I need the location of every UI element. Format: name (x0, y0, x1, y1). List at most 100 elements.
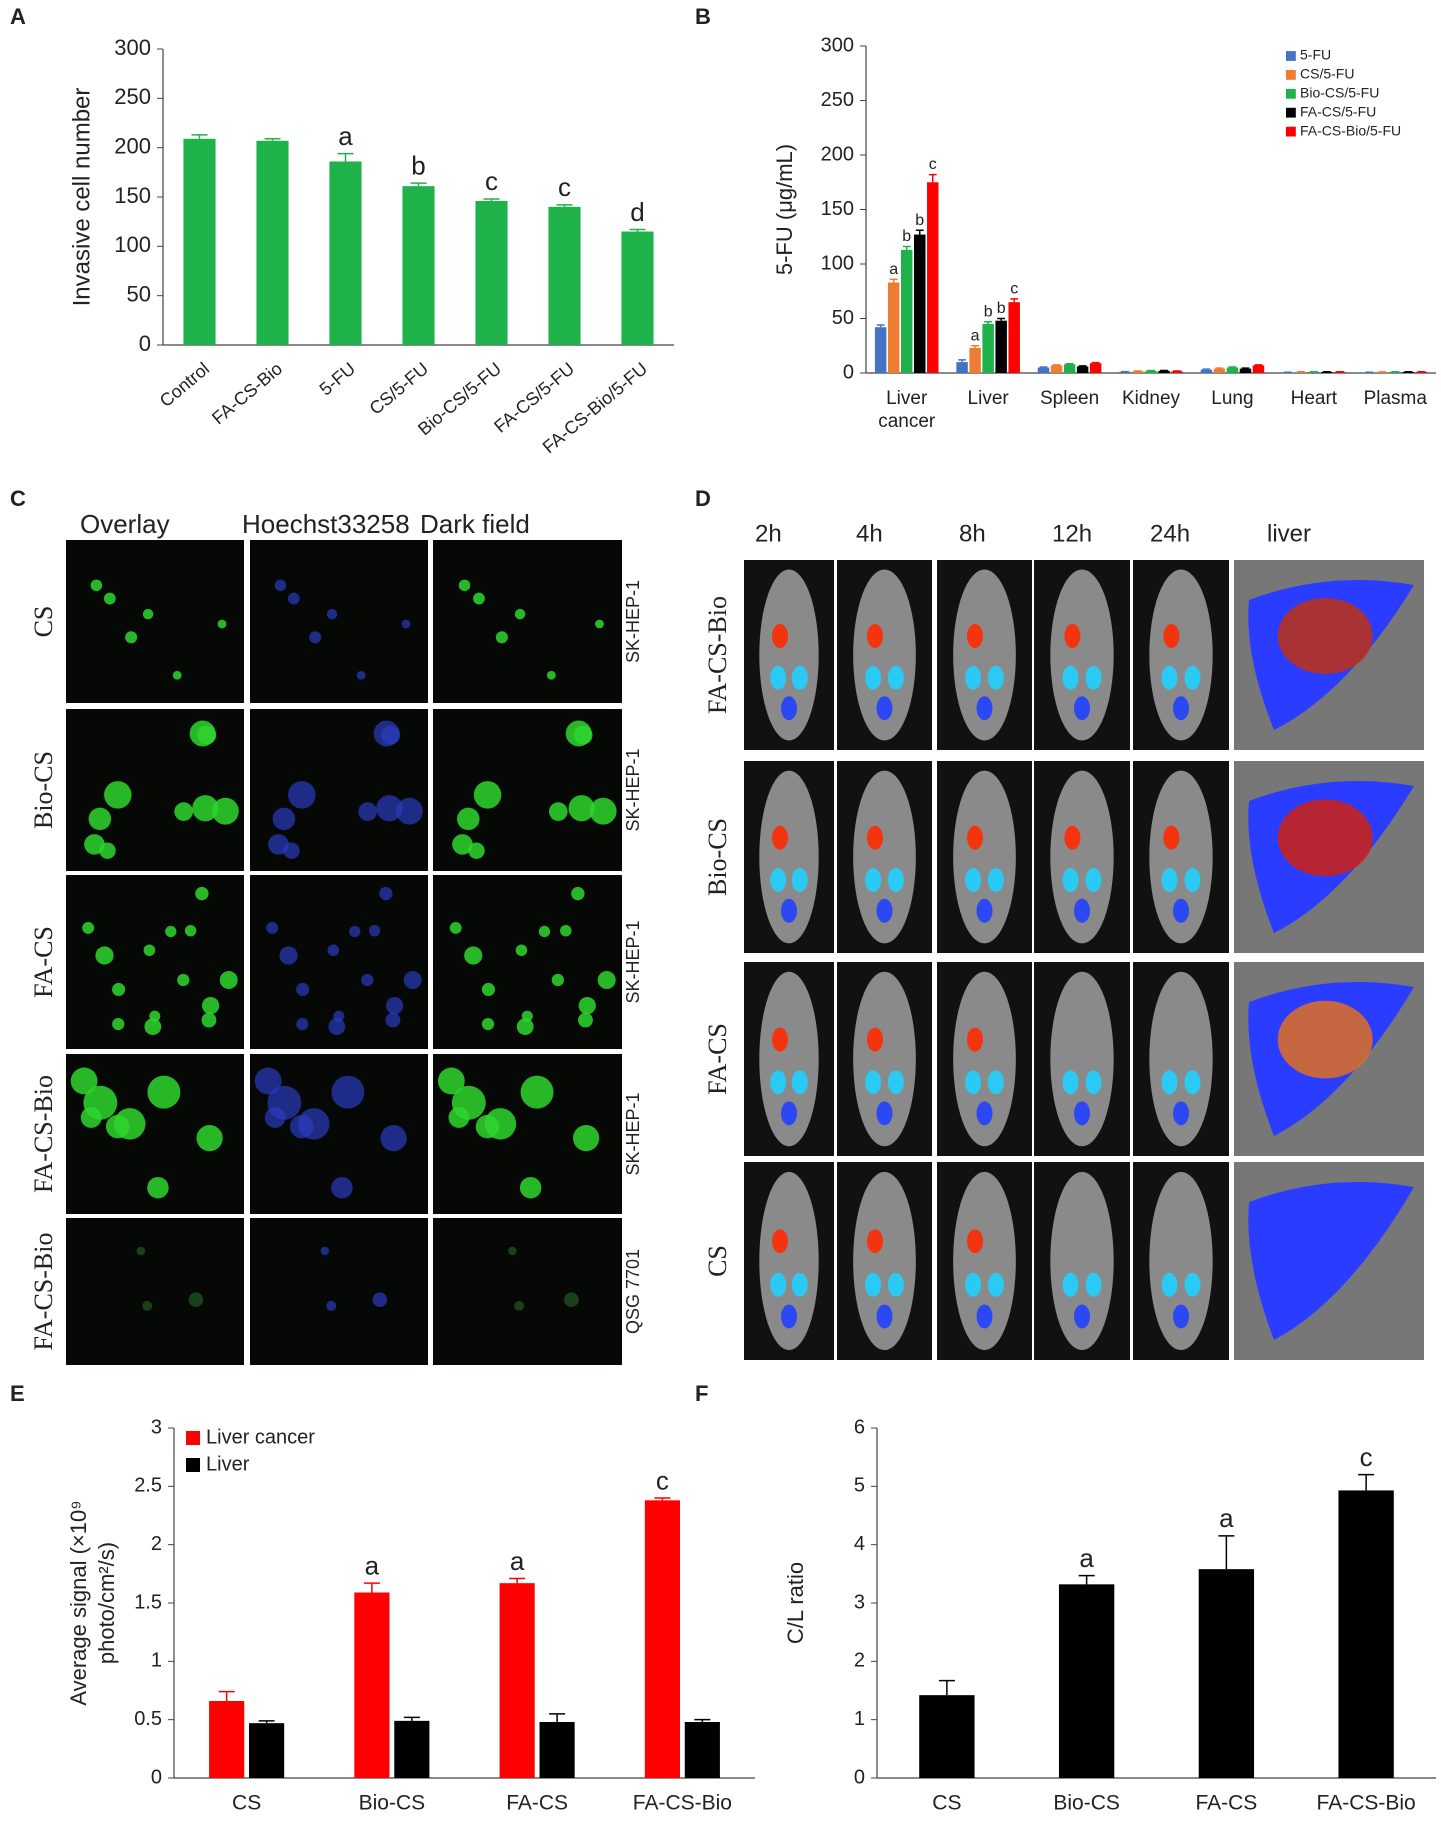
x-tick-label: FA-CS-Bio (633, 1792, 732, 1815)
error-bar (1078, 365, 1087, 367)
signal (876, 898, 893, 923)
bar (956, 362, 968, 373)
legend-swatch (1286, 51, 1296, 61)
bar (1089, 363, 1102, 373)
error-bar (1254, 364, 1263, 366)
signal (1184, 1070, 1201, 1095)
x-tick-label: Plasma (1364, 388, 1428, 409)
significance-label: b (915, 212, 924, 229)
bar (919, 1695, 975, 1778)
cell (184, 925, 197, 937)
signal (1085, 1272, 1102, 1297)
x-tick-label: CS (232, 1792, 261, 1815)
x-tick-label: FA-CS-Bio (1317, 1792, 1416, 1815)
cell (458, 579, 471, 592)
signal (867, 825, 883, 850)
column-header: Overlay (80, 509, 170, 539)
cell (481, 982, 495, 997)
cell (296, 1017, 309, 1031)
mouse (853, 971, 916, 1147)
signal (1184, 1272, 1201, 1297)
cell (589, 797, 617, 825)
bar (621, 231, 654, 345)
bar (684, 1722, 720, 1778)
y-tick-label: 300 (114, 35, 151, 60)
signal (1085, 665, 1102, 690)
cell-line-label: SK-HEP-1 (623, 580, 643, 663)
significance-label: b (902, 228, 911, 245)
y-tick-label: 0.5 (134, 1708, 162, 1730)
cell (386, 997, 404, 1015)
y-tick-label: 2 (854, 1650, 865, 1672)
mouse (759, 1171, 819, 1351)
significance-label: a (338, 121, 353, 151)
y-tick-label: 3 (854, 1591, 865, 1613)
row-label: FA-CS (29, 926, 58, 998)
column-header: Hoechst33258 (242, 509, 410, 539)
signal (987, 868, 1004, 893)
signal (967, 624, 983, 648)
y-axis-label: Average signal (×10⁹ (66, 1500, 91, 1705)
cell (396, 797, 423, 825)
cell (172, 670, 182, 680)
x-tick-label: Bio-CS (1053, 1792, 1120, 1815)
bar (1076, 366, 1089, 373)
error-bar (549, 1713, 566, 1722)
panel-letter: E (10, 1381, 25, 1406)
x-tick-label: CS/5-FU (366, 358, 432, 418)
y-tick-label: 0 (151, 1766, 162, 1788)
cell (519, 1176, 542, 1199)
signal (1163, 825, 1180, 850)
error-bar (694, 1718, 711, 1722)
error-bar (1241, 367, 1250, 369)
panel-letter: D (695, 486, 711, 511)
y-tick-label: 50 (832, 307, 854, 329)
signal (1074, 1101, 1090, 1126)
signal (867, 624, 883, 648)
cell (473, 781, 502, 809)
signal (791, 868, 808, 893)
y-tick-label: 4 (854, 1533, 865, 1555)
cell-line-label: SK-HEP-1 (623, 920, 643, 1003)
cell (356, 670, 366, 680)
cell (515, 944, 528, 957)
significance-label: a (1219, 1503, 1234, 1533)
x-tick-label: FA-CS-Bio (208, 358, 286, 428)
cell (144, 1018, 162, 1036)
bar (475, 200, 508, 345)
bar (1200, 369, 1213, 373)
error-bar (902, 245, 911, 250)
signal (865, 1070, 882, 1095)
error-bar (483, 198, 500, 201)
bar (1213, 368, 1226, 373)
bar (1008, 302, 1020, 373)
cell (143, 944, 156, 957)
cell (201, 1012, 217, 1028)
signal (1184, 868, 1201, 893)
cell (88, 807, 112, 831)
bar (354, 1592, 390, 1778)
x-tick-label: FA-CS (506, 1792, 568, 1815)
x-tick-label: Heart (1291, 388, 1338, 409)
cell (551, 973, 565, 987)
cell (147, 1176, 169, 1199)
cell (368, 925, 381, 937)
signal (770, 1070, 787, 1095)
mouse (1149, 971, 1213, 1147)
signal (1161, 1070, 1178, 1095)
x-tick-label: FA-CS (1195, 1792, 1257, 1815)
cell (373, 720, 400, 747)
cell (385, 1012, 401, 1028)
cell (473, 592, 485, 605)
signal (976, 696, 993, 721)
signal (1062, 1070, 1079, 1095)
cell (136, 1246, 146, 1256)
cell (296, 982, 310, 997)
column-header: 4h (856, 520, 883, 547)
bar (256, 140, 289, 345)
liver-signal (1277, 1000, 1373, 1079)
panel-letter: F (695, 1381, 708, 1406)
signal (1062, 665, 1079, 690)
y-tick-label: 0 (843, 361, 854, 383)
signal (887, 1272, 904, 1297)
